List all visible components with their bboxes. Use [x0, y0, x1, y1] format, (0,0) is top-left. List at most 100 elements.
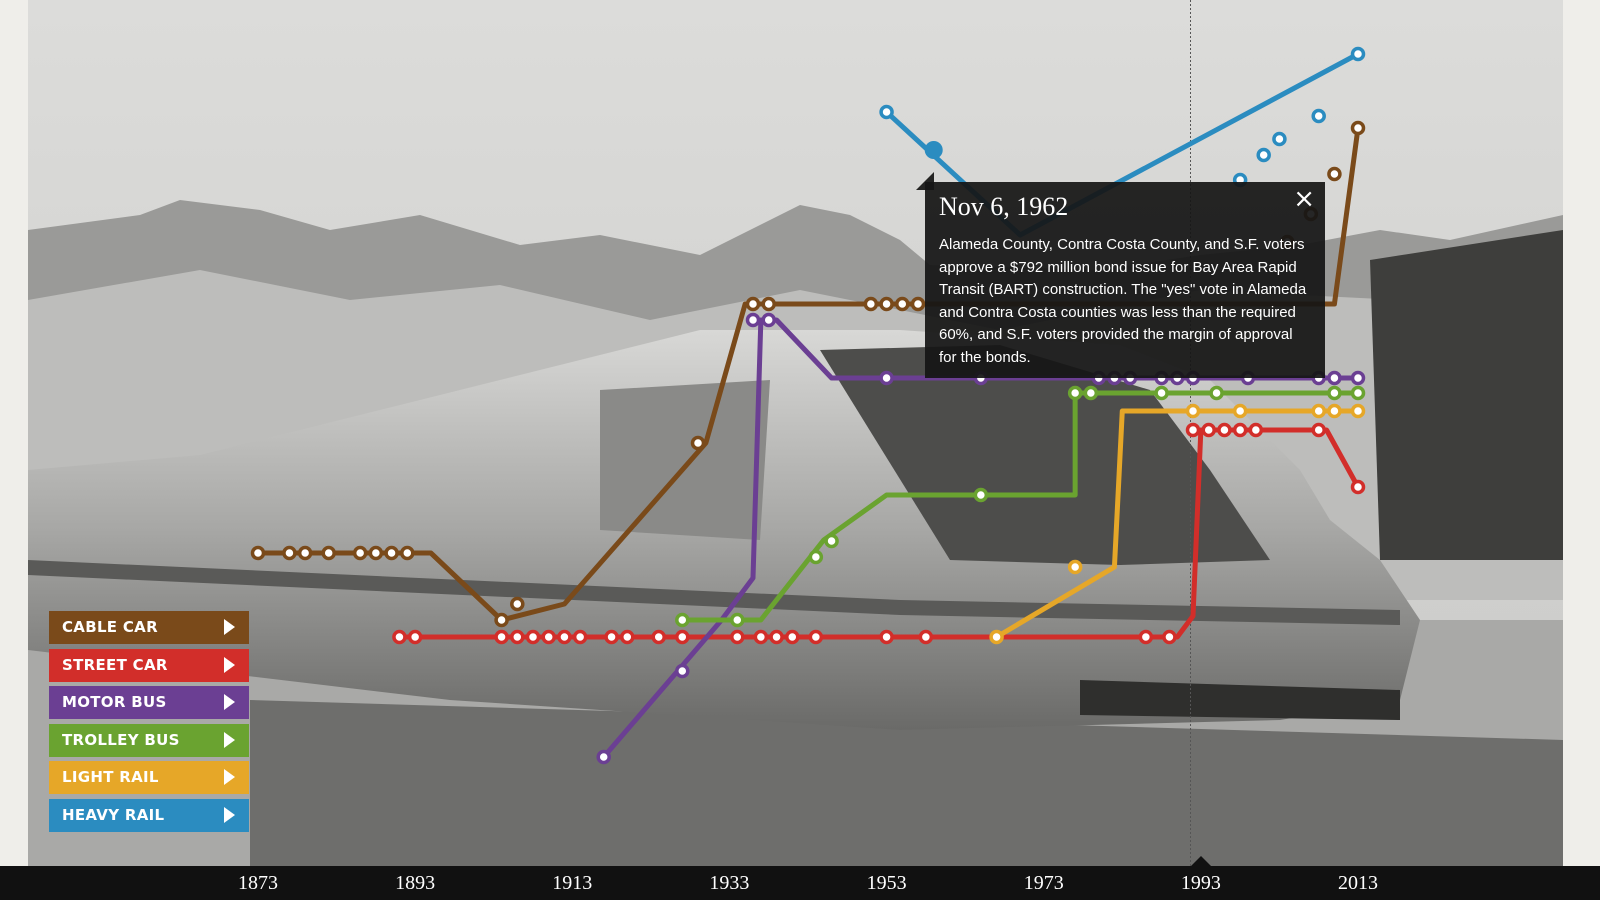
event-stop-trolley-bus[interactable]	[824, 533, 839, 549]
event-stop-trolley-bus[interactable]	[808, 549, 824, 565]
event-stop-street-car[interactable]	[753, 629, 769, 645]
event-stop-street-car[interactable]	[1217, 422, 1232, 438]
event-stop-cable-car[interactable]	[910, 296, 926, 312]
event-stop-heavy-rail[interactable]	[1311, 108, 1326, 124]
event-stop-light-rail[interactable]	[989, 629, 1004, 645]
event-stop-heavy-rail[interactable]	[1256, 147, 1271, 163]
event-stop-cable-car[interactable]	[510, 596, 525, 612]
event-stop-trolley-bus[interactable]	[1327, 385, 1342, 401]
event-stop-cable-car[interactable]	[863, 296, 879, 312]
event-stop-cable-car[interactable]	[895, 296, 910, 312]
event-stop-cable-car[interactable]	[368, 545, 384, 561]
event-stop-light-rail[interactable]	[1067, 559, 1083, 575]
event-stop-trolley-bus[interactable]	[1083, 385, 1099, 401]
year-axis: 1873 1893 1913 1933 1953 1973 1993 2013	[0, 856, 1600, 900]
year-tick-label[interactable]: 1873	[238, 872, 278, 894]
event-stop-cable-car[interactable]	[1327, 166, 1342, 182]
legend-item-cable-car[interactable]: CABLE CAR	[49, 611, 249, 644]
event-stop-street-car[interactable]	[604, 629, 619, 645]
event-stop-street-car[interactable]	[730, 629, 745, 645]
event-stop-trolley-bus[interactable]	[1067, 385, 1083, 401]
event-stop-trolley-bus[interactable]	[1154, 385, 1169, 401]
event-stop-cable-car[interactable]	[250, 545, 266, 561]
play-arrow-icon	[224, 619, 235, 635]
close-icon[interactable]: ×	[1293, 184, 1315, 214]
event-stop-trolley-bus[interactable]	[730, 612, 745, 628]
event-stop-heavy-rail[interactable]	[1272, 131, 1287, 147]
event-stop-street-car[interactable]	[557, 629, 572, 645]
event-stop-street-car[interactable]	[572, 629, 588, 645]
event-stop-cable-car[interactable]	[400, 545, 415, 561]
tooltip-description: Alameda County, Contra Costa County, and…	[939, 236, 1307, 366]
event-stop-light-rail[interactable]	[1327, 403, 1342, 419]
selected-event-marker[interactable]	[924, 141, 943, 159]
event-stop-street-car[interactable]	[620, 629, 635, 645]
series-line-motor-bus	[601, 317, 1358, 759]
year-tick-label[interactable]: 2013	[1338, 872, 1378, 894]
legend-item-heavy-rail[interactable]: HEAVY RAIL	[49, 798, 249, 832]
event-stop-street-car[interactable]	[541, 629, 556, 645]
event-stop-cable-car[interactable]	[1350, 120, 1366, 136]
event-stop-street-car[interactable]	[785, 629, 800, 645]
event-stop-street-car[interactable]	[1162, 629, 1177, 645]
event-stop-light-rail[interactable]	[1232, 403, 1248, 419]
event-stop-heavy-rail[interactable]	[1350, 46, 1366, 62]
event-stop-motor-bus[interactable]	[1350, 370, 1366, 386]
legend-item-motor-bus[interactable]: MOTOR BUS	[49, 686, 249, 720]
event-stop-street-car[interactable]	[808, 629, 824, 645]
event-stop-street-car[interactable]	[651, 629, 666, 645]
legend-item-light-rail[interactable]: LIGHT RAIL	[49, 761, 249, 795]
legend-item-street-car[interactable]: STREET CAR	[49, 648, 249, 682]
event-stop-street-car[interactable]	[510, 629, 525, 645]
event-stop-street-car[interactable]	[1350, 479, 1366, 495]
year-tick-label[interactable]: 1893	[395, 872, 436, 894]
legend-label: TROLLEY BUS	[62, 730, 180, 749]
event-stop-motor-bus[interactable]	[596, 749, 611, 765]
event-stop-street-car[interactable]	[525, 629, 541, 645]
event-stop-street-car[interactable]	[392, 629, 407, 645]
event-stop-trolley-bus[interactable]	[1209, 385, 1224, 401]
legend-item-trolley-bus[interactable]: TROLLEY BUS	[49, 723, 249, 757]
event-stop-motor-bus[interactable]	[761, 312, 776, 328]
event-tooltip: Nov 6, 1962 Alameda County, Contra Costa…	[925, 182, 1325, 378]
year-tick-label[interactable]: 1953	[866, 872, 907, 894]
event-stop-cable-car[interactable]	[690, 435, 706, 451]
event-stop-street-car[interactable]	[1138, 629, 1154, 645]
event-stop-street-car[interactable]	[1201, 422, 1216, 438]
year-tick-label[interactable]: 1933	[709, 872, 750, 894]
event-stop-street-car[interactable]	[918, 629, 934, 645]
event-stop-light-rail[interactable]	[1311, 403, 1326, 419]
event-stop-motor-bus[interactable]	[675, 663, 690, 679]
event-stop-trolley-bus[interactable]	[973, 487, 989, 503]
event-stop-street-car[interactable]	[1248, 422, 1264, 438]
event-stop-cable-car[interactable]	[879, 296, 894, 312]
event-stop-motor-bus[interactable]	[1327, 370, 1342, 386]
year-tick-label[interactable]: 1913	[552, 872, 593, 894]
event-stop-light-rail[interactable]	[1185, 403, 1201, 419]
event-stop-street-car[interactable]	[675, 629, 690, 645]
event-stop-motor-bus[interactable]	[745, 312, 761, 328]
event-stop-street-car[interactable]	[879, 629, 894, 645]
event-stop-cable-car[interactable]	[494, 612, 509, 628]
event-stop-trolley-bus[interactable]	[675, 612, 690, 628]
event-stop-cable-car[interactable]	[384, 545, 399, 561]
event-stop-heavy-rail[interactable]	[879, 104, 894, 120]
event-stop-street-car[interactable]	[494, 629, 509, 645]
event-stop-cable-car[interactable]	[282, 545, 297, 561]
event-stop-street-car[interactable]	[769, 629, 784, 645]
event-stop-cable-car[interactable]	[321, 545, 336, 561]
event-stop-cable-car[interactable]	[352, 545, 368, 561]
year-tick-label[interactable]: 1973	[1023, 872, 1064, 894]
event-stop-trolley-bus[interactable]	[1350, 385, 1366, 401]
event-stop-street-car[interactable]	[1185, 422, 1201, 438]
event-stop-cable-car[interactable]	[297, 545, 313, 561]
event-stop-street-car[interactable]	[407, 629, 423, 645]
event-stop-cable-car[interactable]	[745, 296, 761, 312]
event-stop-motor-bus[interactable]	[879, 370, 894, 386]
event-stop-light-rail[interactable]	[1350, 403, 1366, 419]
event-stop-cable-car[interactable]	[761, 296, 776, 312]
event-stop-street-car[interactable]	[1311, 422, 1326, 438]
current-year-marker	[1190, 856, 1211, 866]
year-tick-label[interactable]: 1993	[1180, 872, 1221, 894]
event-stop-street-car[interactable]	[1232, 422, 1248, 438]
